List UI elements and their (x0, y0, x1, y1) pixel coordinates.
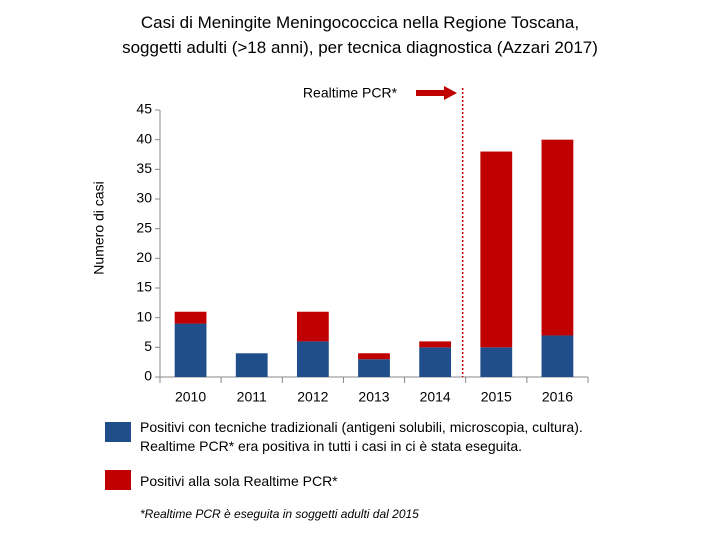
legend-label: Positivi alla sola Realtime PCR* (140, 473, 338, 489)
bar-segment (174, 323, 207, 377)
bar-segment (358, 359, 390, 377)
footnote: *Realtime PCR è eseguita in soggetti adu… (140, 507, 419, 521)
legend-swatch (105, 422, 131, 442)
x-tick-label: 2016 (542, 389, 573, 405)
bar-segment (296, 341, 329, 377)
x-tick-label: 2015 (481, 389, 512, 405)
y-tick-label: 5 (144, 338, 152, 354)
y-tick-label: 20 (136, 249, 152, 265)
legend-swatch (105, 470, 131, 490)
bar-segment (296, 311, 329, 342)
y-tick-label: 25 (136, 219, 152, 235)
y-tick-label: 10 (136, 308, 152, 324)
bar-segment (480, 151, 513, 348)
bar-segment (174, 311, 207, 324)
bar-segment (358, 353, 390, 360)
y-tick-label: 15 (136, 279, 152, 295)
y-tick-label: 40 (136, 130, 152, 146)
y-tick-label: 30 (136, 190, 152, 206)
x-tick-label: 2013 (358, 389, 389, 405)
arrow-head (444, 86, 457, 100)
x-tick-label: 2014 (420, 389, 451, 405)
y-tick-label: 35 (136, 160, 152, 176)
x-tick-label: 2010 (175, 389, 206, 405)
bar-segment (235, 353, 268, 377)
y-tick-label: 0 (144, 368, 152, 384)
bar-segment (541, 139, 574, 336)
bar-segment (541, 335, 574, 377)
legend-label: Positivi con tecniche tradizionali (anti… (140, 419, 583, 454)
y-tick-label: 45 (136, 101, 152, 117)
chart-title: Casi di Meningite Meningococcica nella R… (122, 13, 598, 57)
bar-segment (419, 347, 452, 377)
y-axis-label: Numero di casi (91, 181, 107, 274)
bar-segment (480, 347, 513, 377)
x-tick-label: 2012 (297, 389, 328, 405)
annotation: Realtime PCR* (303, 85, 398, 101)
bar-segment (419, 341, 452, 348)
x-tick-label: 2011 (237, 389, 267, 405)
